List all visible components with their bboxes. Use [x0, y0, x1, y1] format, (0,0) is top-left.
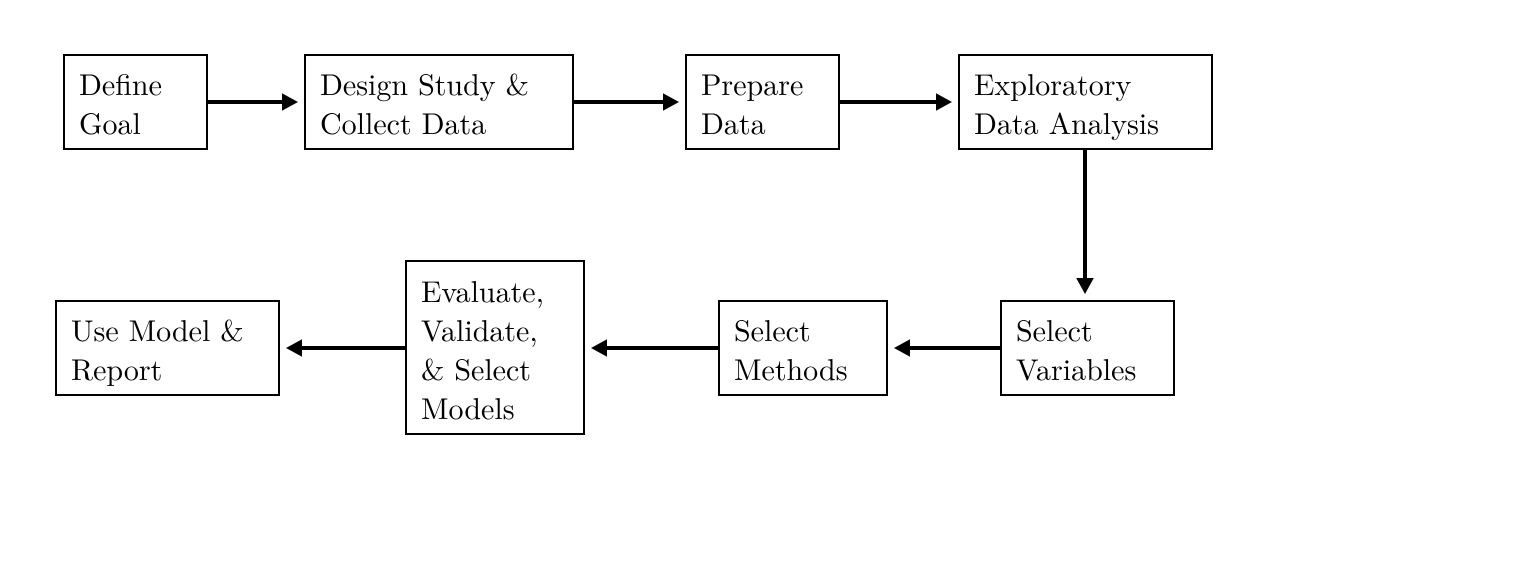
arrow-design-study-to-prepare-data [554, 82, 699, 122]
arrow-select-methods-to-evaluate-models [571, 328, 738, 368]
node-use-model: Use Model &Report [55, 300, 280, 396]
node-label: Use Model &Report [71, 309, 244, 387]
node-label: SelectMethods [734, 309, 848, 387]
node-label: DefineGoal [79, 63, 162, 141]
node-label: SelectVariables [1016, 309, 1136, 387]
node-define-goal: DefineGoal [63, 54, 208, 150]
arrow-eda-to-select-variables [1065, 130, 1105, 314]
node-label: Design Study &Collect Data [320, 63, 529, 141]
node-label: PrepareData [701, 63, 803, 141]
arrow-evaluate-models-to-use-model [266, 328, 425, 368]
node-design-study: Design Study &Collect Data [304, 54, 574, 150]
node-prepare-data: PrepareData [685, 54, 840, 150]
node-eda: ExploratoryData Analysis [958, 54, 1213, 150]
arrow-select-variables-to-select-methods [874, 328, 1020, 368]
node-select-methods: SelectMethods [718, 300, 888, 396]
node-evaluate-models: Evaluate,Validate,& SelectModels [405, 260, 585, 435]
arrow-prepare-data-to-eda [820, 82, 972, 122]
node-label: Evaluate,Validate,& SelectModels [421, 270, 544, 426]
node-select-variables: SelectVariables [1000, 300, 1175, 396]
node-label: ExploratoryData Analysis [974, 63, 1159, 141]
